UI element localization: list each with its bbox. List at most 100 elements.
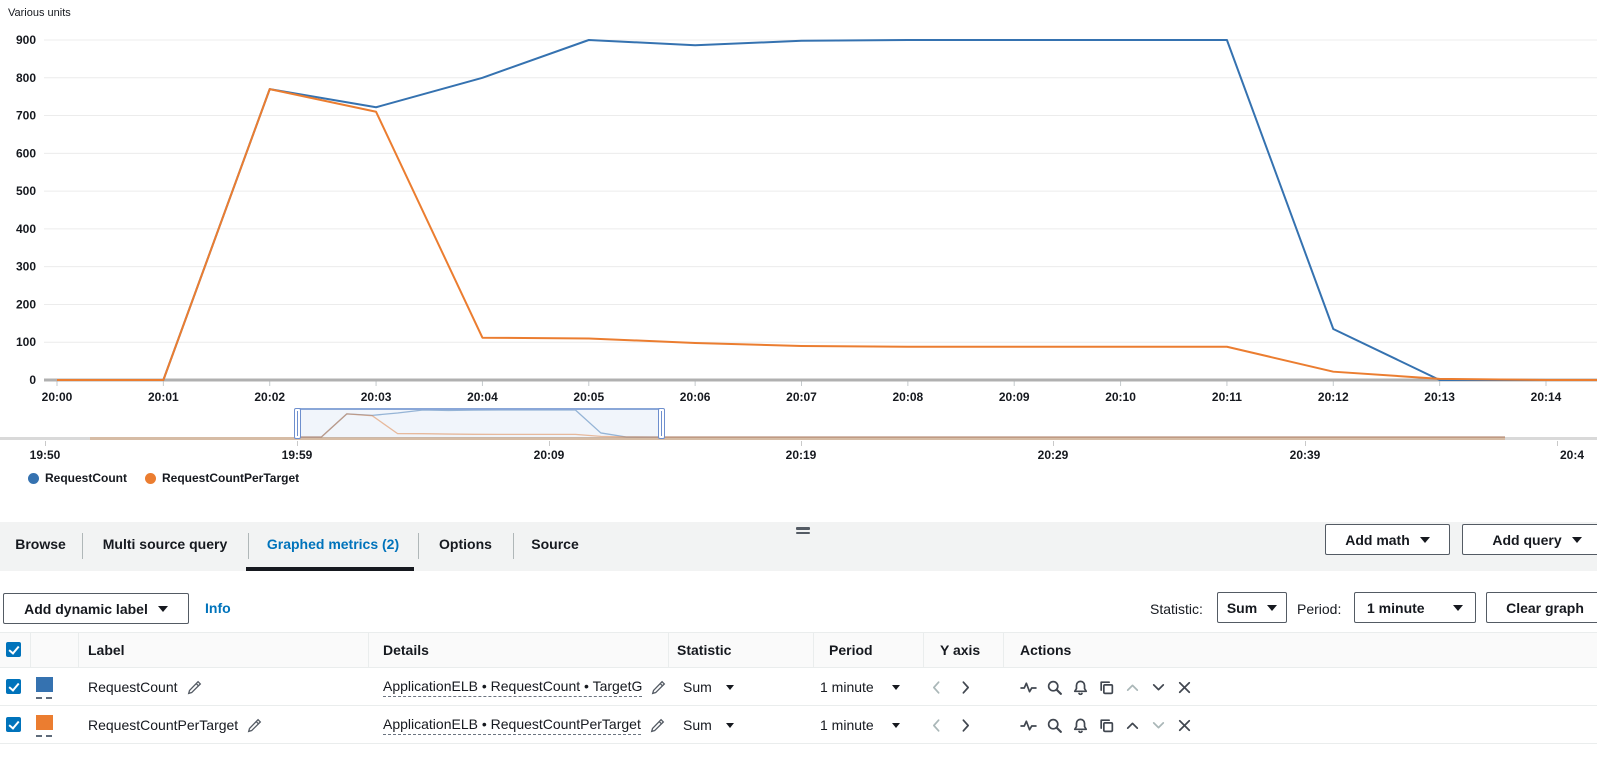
- row-statistic-dropdown[interactable]: Sum: [683, 668, 734, 706]
- tab-browse[interactable]: Browse: [15, 536, 66, 552]
- add-dynamic-label-dropdown[interactable]: Add dynamic label: [3, 593, 189, 624]
- caret-down-icon: [891, 722, 900, 728]
- info-link[interactable]: Info: [205, 600, 231, 616]
- metric-row-requestcountpertarget: RequestCountPerTarget ApplicationELB • R…: [0, 706, 1597, 744]
- overview-time-label: 20:4: [1560, 448, 1585, 462]
- move-down-icon[interactable]: [1150, 717, 1167, 734]
- edit-label-pencil-icon[interactable]: [187, 680, 202, 695]
- col-header-yaxis: Y axis: [940, 642, 981, 658]
- alarm-bell-icon[interactable]: [1072, 717, 1089, 734]
- svg-text:20:06: 20:06: [680, 390, 711, 404]
- tab-graphed-metrics[interactable]: Graphed metrics (2): [266, 536, 400, 552]
- remove-metric-icon[interactable]: [1176, 679, 1193, 696]
- move-down-icon[interactable]: [1150, 679, 1167, 696]
- column-divider: [1003, 633, 1004, 668]
- yaxis-left-icon[interactable]: [928, 717, 945, 734]
- brush-selection-window[interactable]: [297, 408, 663, 438]
- yaxis-right-icon[interactable]: [957, 717, 974, 734]
- svg-text:20:02: 20:02: [254, 390, 285, 404]
- overview-time-label: 20:29: [1037, 448, 1069, 462]
- svg-text:20:08: 20:08: [893, 390, 924, 404]
- zoom-search-icon[interactable]: [1046, 717, 1063, 734]
- brush-mini-chart: [296, 409, 1505, 438]
- svg-text:20:03: 20:03: [361, 390, 392, 404]
- overview-tick: [801, 441, 802, 446]
- row-period-dropdown[interactable]: 1 minute: [820, 668, 900, 706]
- svg-text:20:13: 20:13: [1424, 390, 1455, 404]
- col-header-period: Period: [829, 642, 873, 658]
- col-header-statistic: Statistic: [677, 642, 732, 658]
- overview-time-label: 20:09: [533, 448, 565, 462]
- legend-item[interactable]: RequestCount: [28, 471, 127, 485]
- add-query-button[interactable]: Add query: [1462, 524, 1597, 555]
- duplicate-copy-icon[interactable]: [1098, 679, 1115, 696]
- alarm-bell-icon[interactable]: [1072, 679, 1089, 696]
- row-period-dropdown[interactable]: 1 minute: [820, 706, 900, 744]
- svg-text:20:10: 20:10: [1105, 390, 1136, 404]
- timeline-brush[interactable]: 19:50 19:59 20:09 20:19 20:29 20:39 20:4: [0, 408, 1597, 462]
- metric-label: RequestCount: [88, 679, 178, 695]
- yaxis-left-icon[interactable]: [928, 679, 945, 696]
- svg-text:400: 400: [16, 222, 36, 236]
- overview-time-label: 20:39: [1289, 448, 1321, 462]
- chart-legend: RequestCount RequestCountPerTarget: [28, 471, 299, 485]
- metrics-line-chart[interactable]: 0 100 200 300 400 500 600 700 800 900 20:00 20:01 20…: [0, 0, 1597, 406]
- caret-down-icon: [1571, 536, 1582, 543]
- svg-text:20:04: 20:04: [467, 390, 498, 404]
- edit-label-pencil-icon[interactable]: [247, 718, 262, 733]
- metric-color-swatch[interactable]: [36, 715, 53, 730]
- svg-text:700: 700: [16, 109, 36, 123]
- zoom-search-icon[interactable]: [1046, 679, 1063, 696]
- tab-divider: [418, 533, 419, 559]
- add-dynamic-label-text: Add dynamic label: [24, 600, 148, 617]
- graph-pulse-icon[interactable]: [1020, 679, 1037, 696]
- move-up-icon[interactable]: [1124, 679, 1141, 696]
- edit-details-pencil-icon[interactable]: [650, 718, 665, 733]
- clear-graph-button[interactable]: Clear graph: [1486, 592, 1597, 623]
- metric-details[interactable]: ApplicationELB • RequestCountPerTarget: [383, 716, 641, 735]
- tab-divider: [513, 533, 514, 559]
- edit-details-pencil-icon[interactable]: [651, 680, 666, 695]
- caret-down-icon: [891, 684, 900, 690]
- svg-text:20:09: 20:09: [999, 390, 1030, 404]
- remove-metric-icon[interactable]: [1176, 717, 1193, 734]
- overview-tick: [549, 441, 550, 446]
- brush-handle-right[interactable]: [658, 408, 665, 439]
- swatch-dashed-underline: [36, 735, 52, 737]
- period-select[interactable]: 1 minute: [1354, 592, 1476, 623]
- row-checkbox[interactable]: [6, 679, 21, 694]
- metric-color-swatch[interactable]: [36, 677, 53, 692]
- statistic-select[interactable]: Sum: [1217, 592, 1287, 623]
- legend-item[interactable]: RequestCountPerTarget: [145, 471, 299, 485]
- column-divider: [813, 633, 814, 668]
- svg-text:20:11: 20:11: [1212, 390, 1242, 404]
- svg-text:0: 0: [29, 373, 36, 387]
- row-statistic-dropdown[interactable]: Sum: [683, 706, 734, 744]
- duplicate-copy-icon[interactable]: [1098, 717, 1115, 734]
- clear-graph-label: Clear graph: [1506, 599, 1584, 616]
- svg-text:900: 900: [16, 33, 36, 47]
- legend-label: RequestCountPerTarget: [162, 471, 300, 485]
- column-divider: [78, 633, 79, 668]
- panel-resize-handle[interactable]: [796, 527, 810, 536]
- tab-source[interactable]: Source: [531, 536, 579, 552]
- overview-tick: [1557, 441, 1558, 446]
- graph-pulse-icon[interactable]: [1020, 717, 1037, 734]
- svg-text:20:00: 20:00: [42, 390, 73, 404]
- period-label: Period:: [1297, 601, 1342, 617]
- tab-options[interactable]: Options: [439, 536, 492, 552]
- overview-tick: [1053, 441, 1054, 446]
- statistic-value: Sum: [1226, 599, 1258, 616]
- move-up-icon[interactable]: [1124, 717, 1141, 734]
- brush-handle-left[interactable]: [294, 408, 301, 439]
- row-checkbox[interactable]: [6, 717, 21, 732]
- swatch-dashed-underline: [36, 697, 52, 699]
- yaxis-right-icon[interactable]: [957, 679, 974, 696]
- svg-text:500: 500: [16, 184, 36, 198]
- legend-label: RequestCount: [45, 471, 127, 485]
- tab-multi-source-query[interactable]: Multi source query: [102, 536, 228, 552]
- metric-details[interactable]: ApplicationELB • RequestCount • TargetG: [383, 678, 643, 697]
- add-math-button[interactable]: Add math: [1325, 524, 1450, 555]
- select-all-checkbox[interactable]: [6, 642, 21, 657]
- svg-text:800: 800: [16, 71, 36, 85]
